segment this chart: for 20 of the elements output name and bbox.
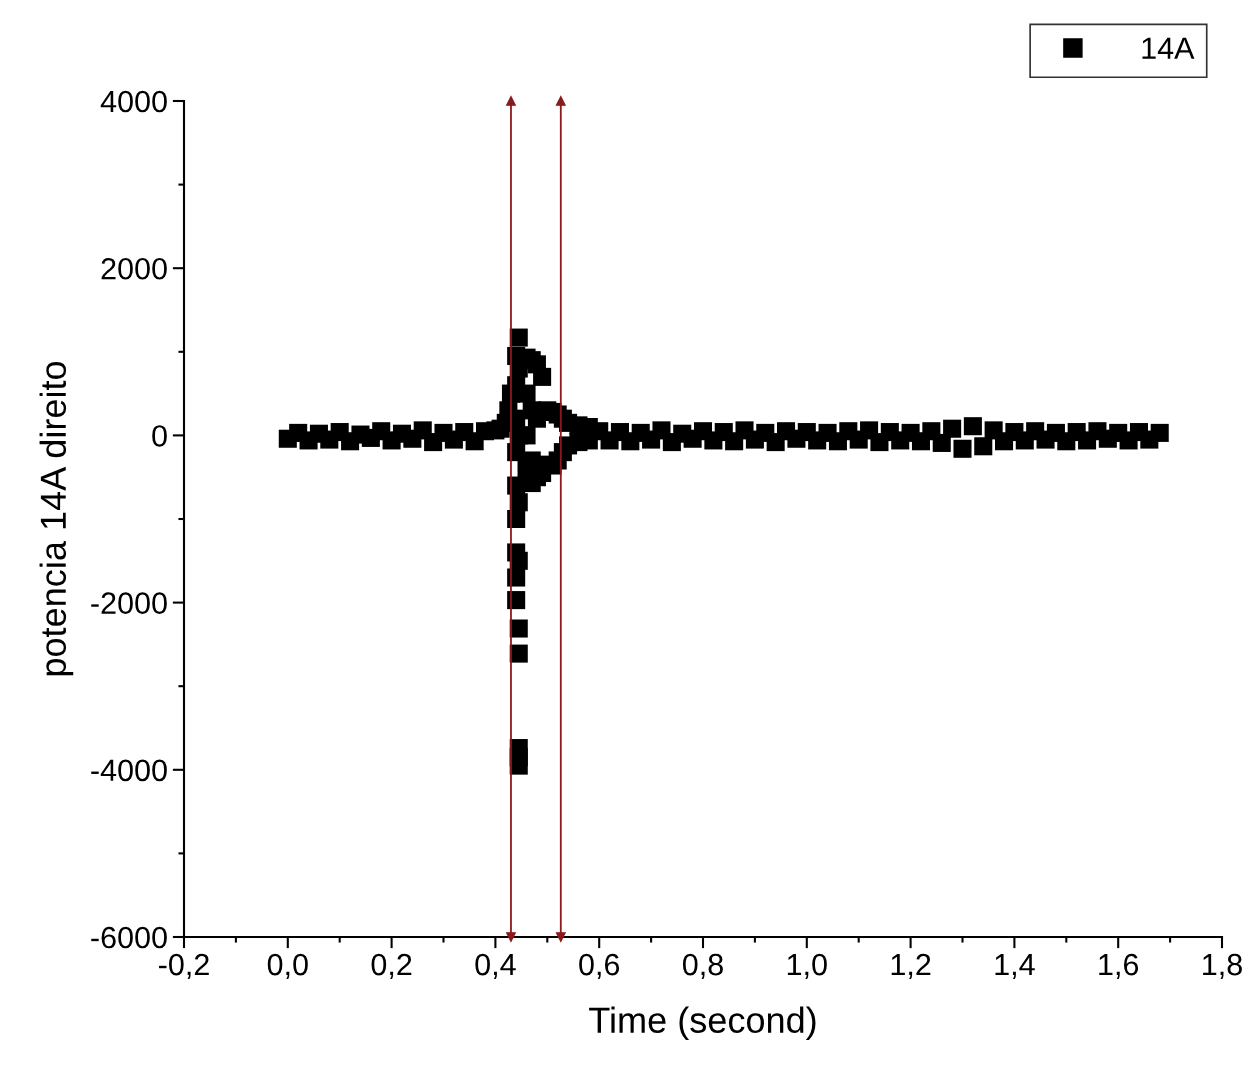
x-tick-label: -0,2 (159, 953, 209, 980)
y-tick-label: 4000 (100, 90, 167, 113)
y-tick-label: 0 (152, 425, 167, 447)
y-tick-label: -4000 (91, 759, 167, 782)
x-axis-title: Time (second) (589, 1006, 816, 1041)
y-axis-title: potencia 14A direito (39, 361, 74, 676)
x-tick-label: 1,0 (787, 953, 827, 980)
x-tick-label: 0,4 (475, 953, 516, 980)
y-tick-label: -2000 (91, 592, 167, 614)
x-tick-label: 0,2 (371, 953, 412, 980)
x-tick-label: 1,2 (891, 953, 931, 980)
y-tick-label: 2000 (101, 257, 167, 280)
x-tick-label: 0,8 (682, 953, 723, 980)
x-tick-label: 1,8 (1203, 953, 1242, 980)
x-tick-label: 0,0 (267, 953, 308, 980)
y-tick-label: -6000 (91, 926, 167, 949)
legend-label: 14A (1142, 37, 1195, 59)
x-tick-label: 1,4 (995, 954, 1035, 980)
x-tick-label: 0,6 (579, 953, 620, 980)
x-tick-label: 1,6 (1099, 953, 1139, 980)
